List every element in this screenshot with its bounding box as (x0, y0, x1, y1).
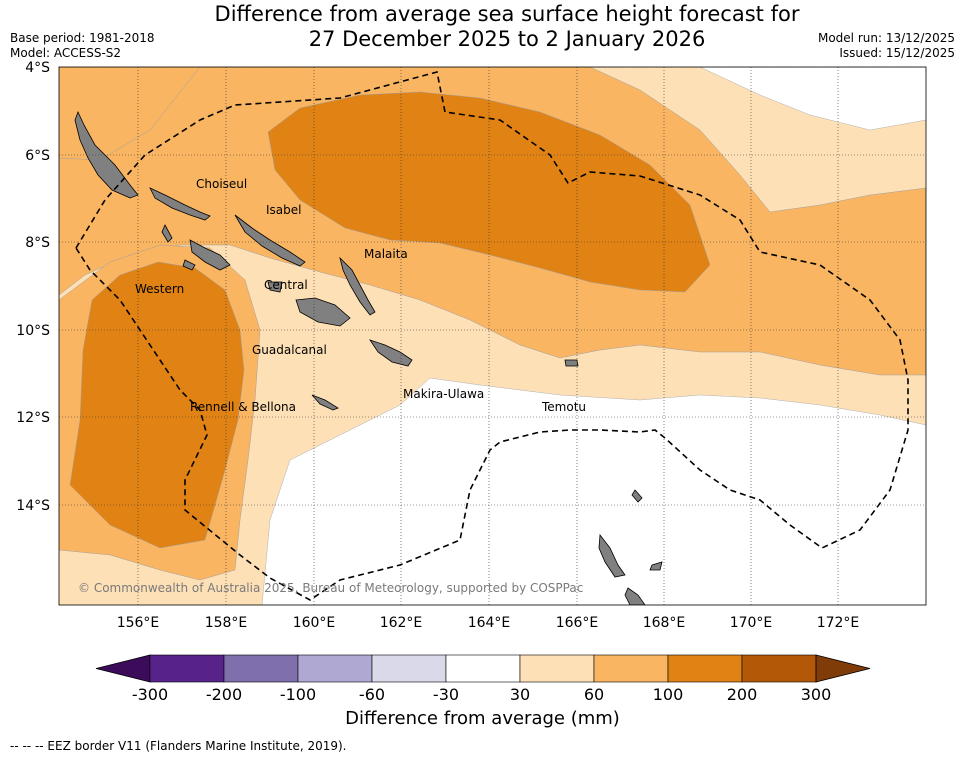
label-temotu: Temotu (541, 400, 586, 414)
lat-label-8s: 8°S (25, 235, 50, 251)
lon-label-168e: 168°E (643, 615, 686, 631)
model-run: Model run: 13/12/2025 (817, 31, 955, 45)
label-rennell-bellona: Rennell & Bellona (190, 400, 296, 414)
colorbar-segment (741, 654, 817, 683)
label-isabel: Isabel (266, 203, 301, 217)
label-western: Western (135, 282, 184, 296)
lon-label-158e: 158°E (205, 615, 248, 631)
map-frame (58, 66, 927, 606)
copyright-text: © Commonwealth of Australia 2025, Bureau… (78, 581, 583, 595)
colorbar-segment (667, 654, 743, 683)
colorbar-tick-label: 60 (584, 685, 604, 700)
colorbar-tick-label: 200 (727, 685, 758, 700)
meta-right: Model run: 13/12/2025 Issued: 15/12/2025 (818, 31, 955, 61)
colorbar-segment (519, 654, 595, 683)
islands (74, 110, 663, 605)
lon-label-166e: 166°E (556, 615, 599, 631)
colorbar-segment (223, 654, 299, 683)
meta-left: Base period: 1981-2018 Model: ACCESS-S2 (10, 31, 155, 61)
label-choiseul: Choiseul (196, 177, 247, 191)
lat-label-12s: 12°S (16, 410, 50, 426)
lat-label-4s: 4°S (25, 60, 50, 76)
base-period: Base period: 1981-2018 (10, 31, 155, 45)
colorbar-tick-label: 100 (653, 685, 684, 700)
colorbar-tick-label: -30 (433, 685, 459, 700)
eez-footnote: -- -- -- EEZ border V11 (Flanders Marine… (10, 739, 347, 753)
colorbar-segment (149, 654, 225, 683)
colorbar-title: Difference from average (mm) (345, 708, 620, 729)
band-60-100-west-strip (59, 67, 201, 161)
colorbar-segment (297, 654, 373, 683)
model-name: Model: ACCESS-S2 (10, 46, 122, 60)
band-neutral-east (699, 67, 926, 131)
lon-label-164e: 164°E (468, 615, 511, 631)
label-malaita: Malaita (364, 247, 408, 261)
colorbar-segment (445, 654, 521, 683)
colorbar-segment (371, 654, 447, 683)
title-line-2: 27 December 2025 to 2 January 2026 (308, 27, 706, 51)
map-gridlines (59, 67, 926, 605)
colorbar-tick-label: -100 (280, 685, 316, 700)
lon-label-170e: 170°E (730, 615, 773, 631)
lon-label-156e: 156°E (117, 615, 160, 631)
lat-label-14s: 14°S (16, 498, 50, 514)
lat-label-6s: 6°S (25, 148, 50, 164)
lon-label-160e: 160°E (293, 615, 336, 631)
colorbar-extend-high (815, 654, 871, 683)
colorbar-tick-label: 30 (510, 685, 530, 700)
colorbar-tick-label: -200 (206, 685, 242, 700)
label-makira-ulawa: Makira-Ulawa (403, 387, 484, 401)
lon-label-162e: 162°E (380, 615, 423, 631)
colorbar-extend-low (95, 654, 151, 683)
label-central: Central (264, 278, 308, 292)
colorbar-tick-label: 300 (801, 685, 832, 700)
colorbar: -300 -200 -100 -60 -30 30 60 100 200 300 (95, 654, 871, 700)
colorbar-segment (593, 654, 669, 683)
band-100-200-southwest (69, 261, 245, 549)
colorbar-tick-label: -60 (359, 685, 385, 700)
band-neutral-southeast (261, 377, 926, 605)
label-guadalcanal: Guadalcanal (252, 343, 327, 357)
issued-date: Issued: 15/12/2025 (839, 46, 955, 60)
forecast-map: Choiseul Isabel Malaita Western Central … (16, 60, 927, 700)
map-title: Difference from average sea surface heig… (0, 2, 965, 52)
lat-label-10s: 10°S (16, 323, 50, 339)
title-line-1: Difference from average sea surface heig… (214, 2, 800, 26)
lon-label-172e: 172°E (817, 615, 860, 631)
eez-border (75, 71, 909, 601)
colorbar-tick-label: -300 (132, 685, 168, 700)
